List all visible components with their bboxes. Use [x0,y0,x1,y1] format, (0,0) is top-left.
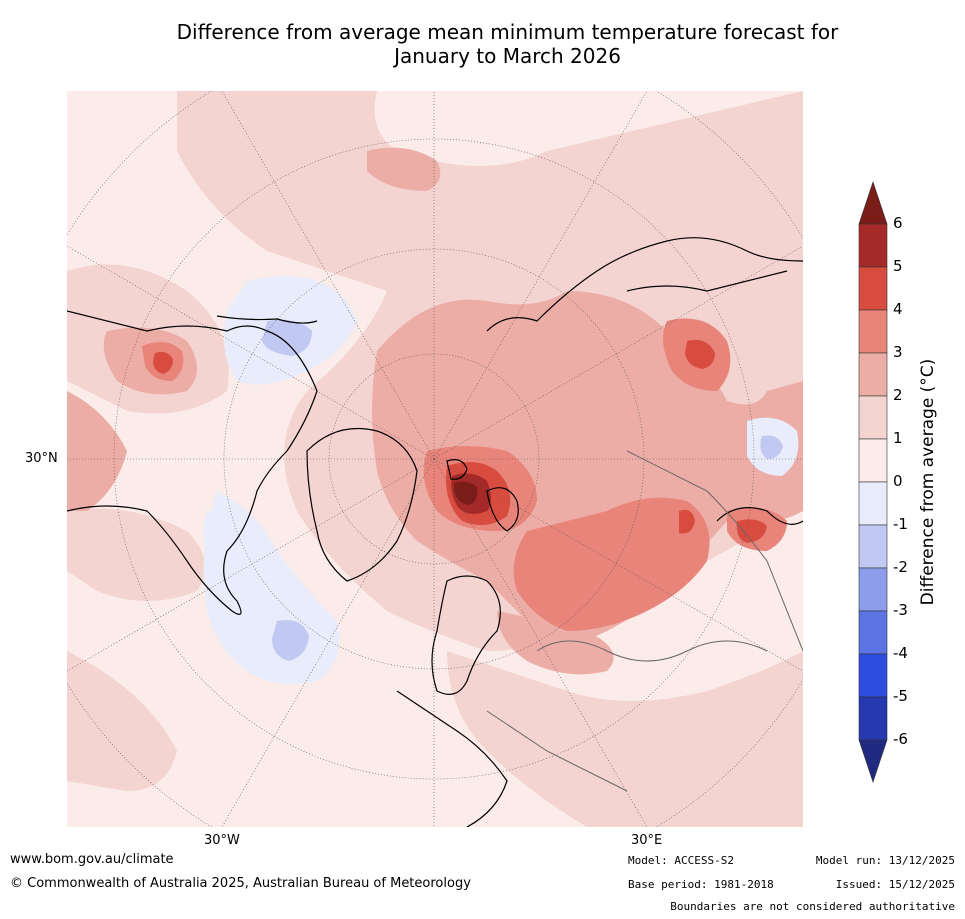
colorbar-tick-label: 1 [893,429,903,447]
colorbar-tick-label: 4 [893,300,903,318]
lat-label-30n: 30°N [25,451,58,466]
colorbar-band-m5tom4 [858,653,888,698]
colorbar-tick-label: -2 [893,558,908,576]
footer-model-run: Model run: 13/12/2025 [815,854,955,867]
contour-m2tom1-atlantic [272,620,309,661]
contour-4to5-kara [679,509,695,534]
contour-1to2-pacific-south [67,651,177,791]
colorbar-band-0to1 [858,438,888,483]
colorbar-tick-label: 3 [893,343,903,361]
coastline-novaya-zemlya [486,487,519,532]
contour-2to3-w-atlantic [67,391,127,511]
contour-gt6-barents [454,481,478,505]
contour-1to2-atlantic [67,508,205,601]
coastline-east-asia [626,270,803,525]
colorbar-band-5to6 [858,223,888,268]
boundaries [486,450,803,792]
colorbar-tick-label: -3 [893,601,908,619]
boundary-europe [486,710,628,792]
colorbar-band-m1to0 [858,481,888,526]
contour-m2tom1-chukchi [262,319,312,356]
colorbar-label: Difference from average (°C) [918,358,938,606]
footer-copyright: © Commonwealth of Australia 2025, Austra… [10,876,471,891]
colorbar-tick-label: 0 [893,472,903,490]
colorbar-band-m3tom2 [858,567,888,612]
coastline-north-america [67,310,318,615]
title-line-1: Difference from average mean minimum tem… [176,20,839,44]
colorbar-extend-bottom [858,739,888,783]
lat-circle-40 [113,138,755,780]
coastline-svalbard [446,459,468,480]
coastline-asia-north [486,237,803,332]
contour-m2tom1-asia [760,435,783,459]
contour-4to5-alaska [153,351,173,374]
colorbar-band-4to5 [858,266,888,311]
chart-title: Difference from average mean minimum tem… [0,20,965,68]
meridian-150e [433,91,648,460]
footer-url[interactable]: www.bom.gov.au/climate [10,852,174,867]
colorbar-bands [858,181,888,783]
anomaly-map [67,91,803,827]
footer-model: Model: ACCESS-S2 [628,854,734,867]
colorbar-band-3to4 [858,309,888,354]
coastline-scandinavia [431,575,501,695]
colorbar-tick-label: -1 [893,515,908,533]
colorbar-band-m6tom5 [858,696,888,741]
colorbar-tick-label: 5 [893,257,903,275]
colorbar-tick-label: -6 [893,730,908,748]
contour-3to4-siberia-west [513,497,710,631]
boundary-russia-west [536,640,768,662]
colorbar-tick-label: -4 [893,644,908,662]
contour-1to2-europe [447,651,803,827]
footer-base-period: Base period: 1981-2018 [628,878,774,891]
contour-2to3-pacific [367,147,441,191]
boundary-central-asia [626,450,803,652]
colorbar-extend-top [858,181,888,225]
meridian-60e [433,458,803,672]
meridian-120e [433,245,803,460]
coastlines [67,237,803,827]
colorbar-tick-label: -5 [893,687,908,705]
colorbar-band-2to3 [858,352,888,397]
lon-label-30e: 30°E [631,833,663,848]
lon-label-30w: 30°W [204,833,240,848]
colorbar-tick-label: 6 [893,214,903,232]
colorbar-band-m2tom1 [858,524,888,569]
contour-4to5-siberia [685,339,715,369]
coastline-europe [396,690,508,827]
meridian-30e [433,458,648,827]
colorbar-band-m4tom3 [858,610,888,655]
coastline-greenland [306,427,418,582]
footer-disclaimer: Boundaries are not considered authoritat… [670,900,955,913]
coastline-alaska [216,315,318,324]
title-line-2: January to March 2026 [394,44,621,68]
colorbar-tick-label: 2 [893,386,903,404]
colorbar [858,181,888,783]
footer-issued: Issued: 15/12/2025 [835,878,955,891]
colorbar-band-1to2 [858,395,888,440]
